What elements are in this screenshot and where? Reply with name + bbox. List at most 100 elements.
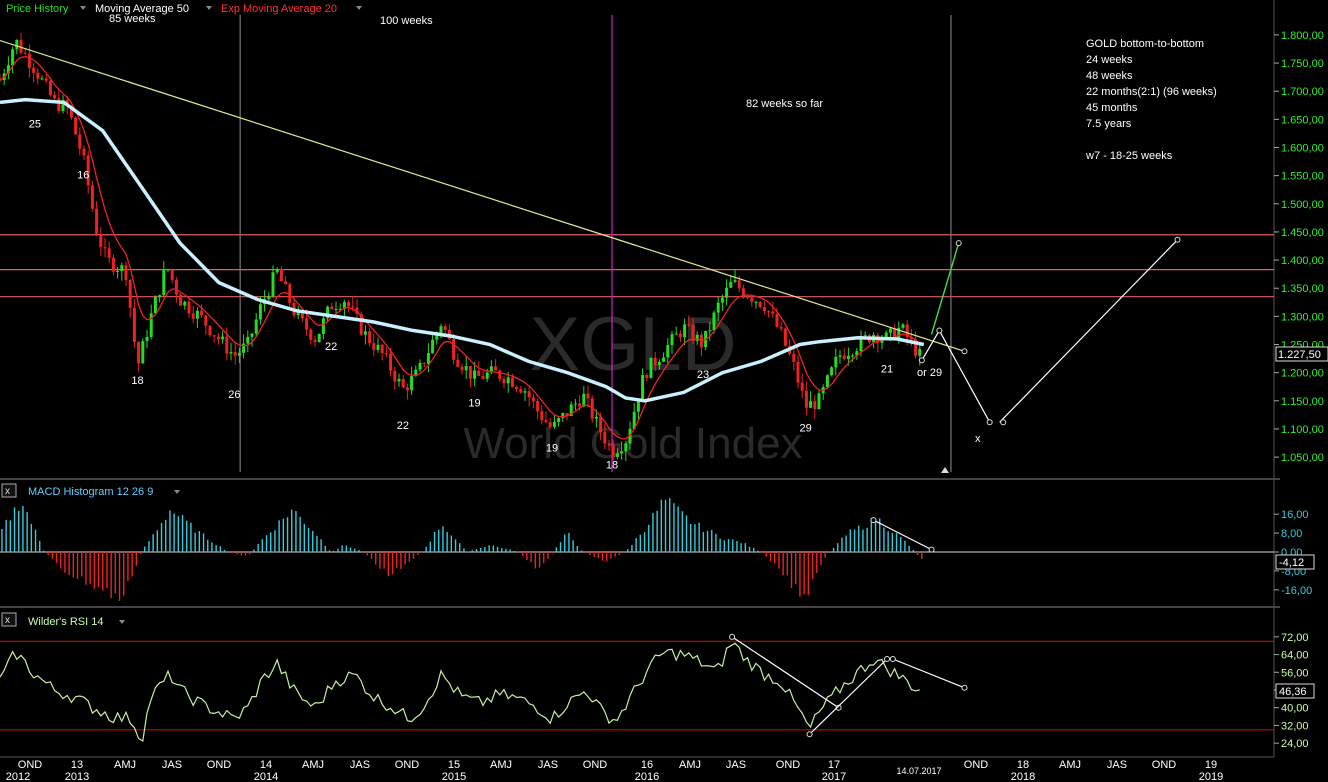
cycle-notes: GOLD bottom-to-bottom 24 weeks 48 weeks … xyxy=(1085,38,1217,162)
month-tick-label: OND xyxy=(964,759,989,771)
candle-body xyxy=(851,355,855,357)
candle-body xyxy=(23,52,27,54)
candle-body xyxy=(200,310,204,316)
candle-body xyxy=(569,404,573,416)
rsi-trend-node xyxy=(961,684,968,691)
cycle-low-label: 16 xyxy=(77,169,89,181)
macd-tick-label: 16,00 xyxy=(1281,509,1309,521)
month-tick-label: AMJ xyxy=(1059,759,1081,771)
candle-body xyxy=(804,390,808,408)
candle-body xyxy=(880,339,884,343)
projection-bull xyxy=(930,242,960,335)
candle-body xyxy=(137,342,141,364)
projection-node xyxy=(986,419,993,426)
candle-body xyxy=(523,391,527,393)
candle-body xyxy=(330,306,334,310)
candle-body xyxy=(779,326,783,329)
candle-body xyxy=(195,310,199,319)
legend-ema20-dropdown-icon[interactable] xyxy=(356,6,362,10)
rsi-current-box xyxy=(1275,683,1315,699)
candle-body xyxy=(632,411,636,429)
candle-body xyxy=(888,328,892,333)
price-tick-label: 1.650,00 xyxy=(1281,114,1324,126)
candle-body xyxy=(19,39,23,53)
candle-body xyxy=(397,379,401,382)
candle-body xyxy=(901,324,905,328)
candle-body xyxy=(384,352,388,354)
candle-body xyxy=(464,365,468,371)
candle-body xyxy=(435,332,439,340)
month-tick-label: OND xyxy=(776,759,801,771)
candle-body xyxy=(489,366,493,373)
candle-body xyxy=(473,370,477,379)
rsi-title[interactable]: Wilder's RSI 14 xyxy=(28,616,103,628)
legend-price-dropdown-icon[interactable] xyxy=(80,6,86,10)
candle-body xyxy=(544,420,548,423)
rsi-trendline xyxy=(809,658,888,735)
candle-body xyxy=(69,106,73,118)
sma50-line xyxy=(0,97,925,403)
rsi-dropdown-icon[interactable] xyxy=(119,620,125,624)
annotation-100-weeks: 100 weeks xyxy=(380,15,433,27)
candle-body xyxy=(57,98,61,111)
candle-body xyxy=(296,312,300,316)
candle-body xyxy=(179,294,183,306)
candle-body xyxy=(842,355,846,359)
candle-body xyxy=(132,307,136,343)
candle-body xyxy=(725,287,729,298)
month-tick-label: JAS xyxy=(350,759,370,771)
candle-body xyxy=(624,443,628,452)
candle-body xyxy=(275,269,279,273)
candle-body xyxy=(153,296,157,314)
cycle-low-label: 19 xyxy=(546,442,558,454)
down-trendline xyxy=(0,39,965,352)
macd-divergence-node xyxy=(870,517,877,524)
cycle-low-label: 18 xyxy=(131,375,143,387)
candle-body xyxy=(111,257,115,272)
macd-tick-label: -16,00 xyxy=(1281,585,1312,597)
legend-moving-average-50[interactable]: Moving Average 50 xyxy=(95,3,189,15)
candle-body xyxy=(103,247,107,249)
candle-body xyxy=(90,185,94,209)
month-tick-label: AMJ xyxy=(302,759,324,771)
candle-body xyxy=(809,401,813,408)
rsi-trendline xyxy=(892,658,965,689)
legend-price-history[interactable]: Price History xyxy=(6,3,69,15)
current-date-label: 14.07.2017 xyxy=(896,766,941,776)
legend-exp-moving-average-20[interactable]: Exp Moving Average 20 xyxy=(221,3,337,15)
candle-body xyxy=(838,355,842,357)
annotation-x-mark: x xyxy=(975,433,981,445)
current-date-marker-icon[interactable] xyxy=(941,467,949,473)
price-tick-label: 1.500,00 xyxy=(1281,199,1324,211)
candle-body xyxy=(510,377,514,387)
rsi-close-icon[interactable]: x xyxy=(5,615,10,626)
candle-body xyxy=(225,336,229,354)
macd-close-button[interactable] xyxy=(1,483,17,498)
macd-title[interactable]: MACD Histogram 12 26 9 xyxy=(28,486,153,498)
macd-dropdown-icon[interactable] xyxy=(174,490,180,494)
month-tick-label: OND xyxy=(1152,759,1177,771)
candle-body xyxy=(729,281,733,288)
candle-body xyxy=(166,269,170,271)
rsi-tick-label: 64,00 xyxy=(1281,650,1309,662)
candle-body xyxy=(519,389,523,393)
macd-axis: 16,008,000,00-8,00-16,00 xyxy=(1274,509,1312,597)
price-tick-label: 1.050,00 xyxy=(1281,452,1324,464)
candle-body xyxy=(741,288,745,297)
candle-body xyxy=(418,362,422,370)
candle-body xyxy=(649,357,653,379)
annotation-82-weeks-so-far: 82 weeks so far xyxy=(746,98,823,110)
candle-body xyxy=(531,397,535,402)
month-tick-label: OND xyxy=(583,759,608,771)
price-tick-label: 1.600,00 xyxy=(1281,142,1324,154)
rsi-current-label: 46,36 xyxy=(1279,686,1307,698)
candle-body xyxy=(460,366,464,371)
legend-ma50-dropdown-icon[interactable] xyxy=(206,6,212,10)
candle-body xyxy=(636,401,640,412)
candle-body xyxy=(120,265,124,272)
macd-close-icon[interactable]: x xyxy=(5,486,10,497)
candle-body xyxy=(414,369,418,377)
candle-body xyxy=(422,362,426,364)
candle-body xyxy=(61,100,65,111)
rsi-close-button[interactable] xyxy=(1,612,17,627)
